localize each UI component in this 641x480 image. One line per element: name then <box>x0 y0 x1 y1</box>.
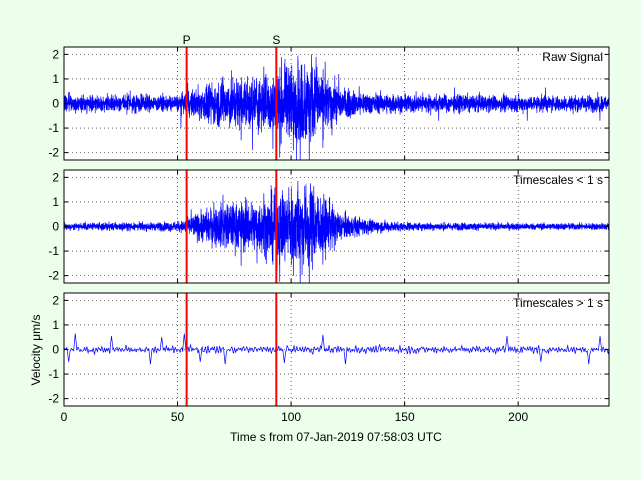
x-tick-label: 0 <box>61 410 68 424</box>
x-tick-label: 50 <box>171 410 185 424</box>
pick-label-s: S <box>272 33 280 47</box>
panel-label: Raw Signal <box>542 50 603 64</box>
y-tick-label: -1 <box>48 367 59 381</box>
signal-trace <box>64 181 609 283</box>
signal-trace <box>64 333 609 365</box>
panels: -2 -1 0 1 2 Raw Signal -2 -1 0 1 2 Timescales < 1 s… <box>48 33 610 424</box>
y-tick-label: -2 <box>48 392 59 406</box>
x-tick-label: 200 <box>508 410 528 424</box>
y-tick-label: -1 <box>48 121 59 135</box>
signal-trace <box>64 54 609 160</box>
x-tick-label: 100 <box>281 410 301 424</box>
pick-label-p: P <box>183 33 191 47</box>
y-tick-label: 1 <box>52 318 59 332</box>
x-tick-label: 150 <box>395 410 415 424</box>
y-tick-label: 0 <box>52 343 59 357</box>
y-tick-label: 2 <box>52 293 59 307</box>
panel-label: Timescales < 1 s <box>513 173 603 187</box>
y-tick-label: -2 <box>48 269 59 283</box>
panel-1: -2 -1 0 1 2 Raw Signal <box>48 46 610 161</box>
y-axis-label: Velocity μm/s <box>29 315 43 386</box>
panel-2: -2 -1 0 1 2 Timescales < 1 s <box>48 169 610 284</box>
y-tick-label: 0 <box>52 220 59 234</box>
y-tick-label: 1 <box>52 72 59 86</box>
x-axis-label: Time s from 07-Jan-2019 07:58:03 UTC <box>230 430 442 444</box>
y-tick-label: 2 <box>52 47 59 61</box>
y-tick-label: 0 <box>52 97 59 111</box>
panel-label: Timescales > 1 s <box>513 296 603 310</box>
panel-3: -2 -1 0 1 2 0 50 100 150 200 Timescales > 1 s <box>48 292 610 424</box>
y-tick-label: -1 <box>48 244 59 258</box>
y-tick-label: 1 <box>52 195 59 209</box>
y-tick-label: 2 <box>52 170 59 184</box>
y-tick-label: -2 <box>48 146 59 160</box>
